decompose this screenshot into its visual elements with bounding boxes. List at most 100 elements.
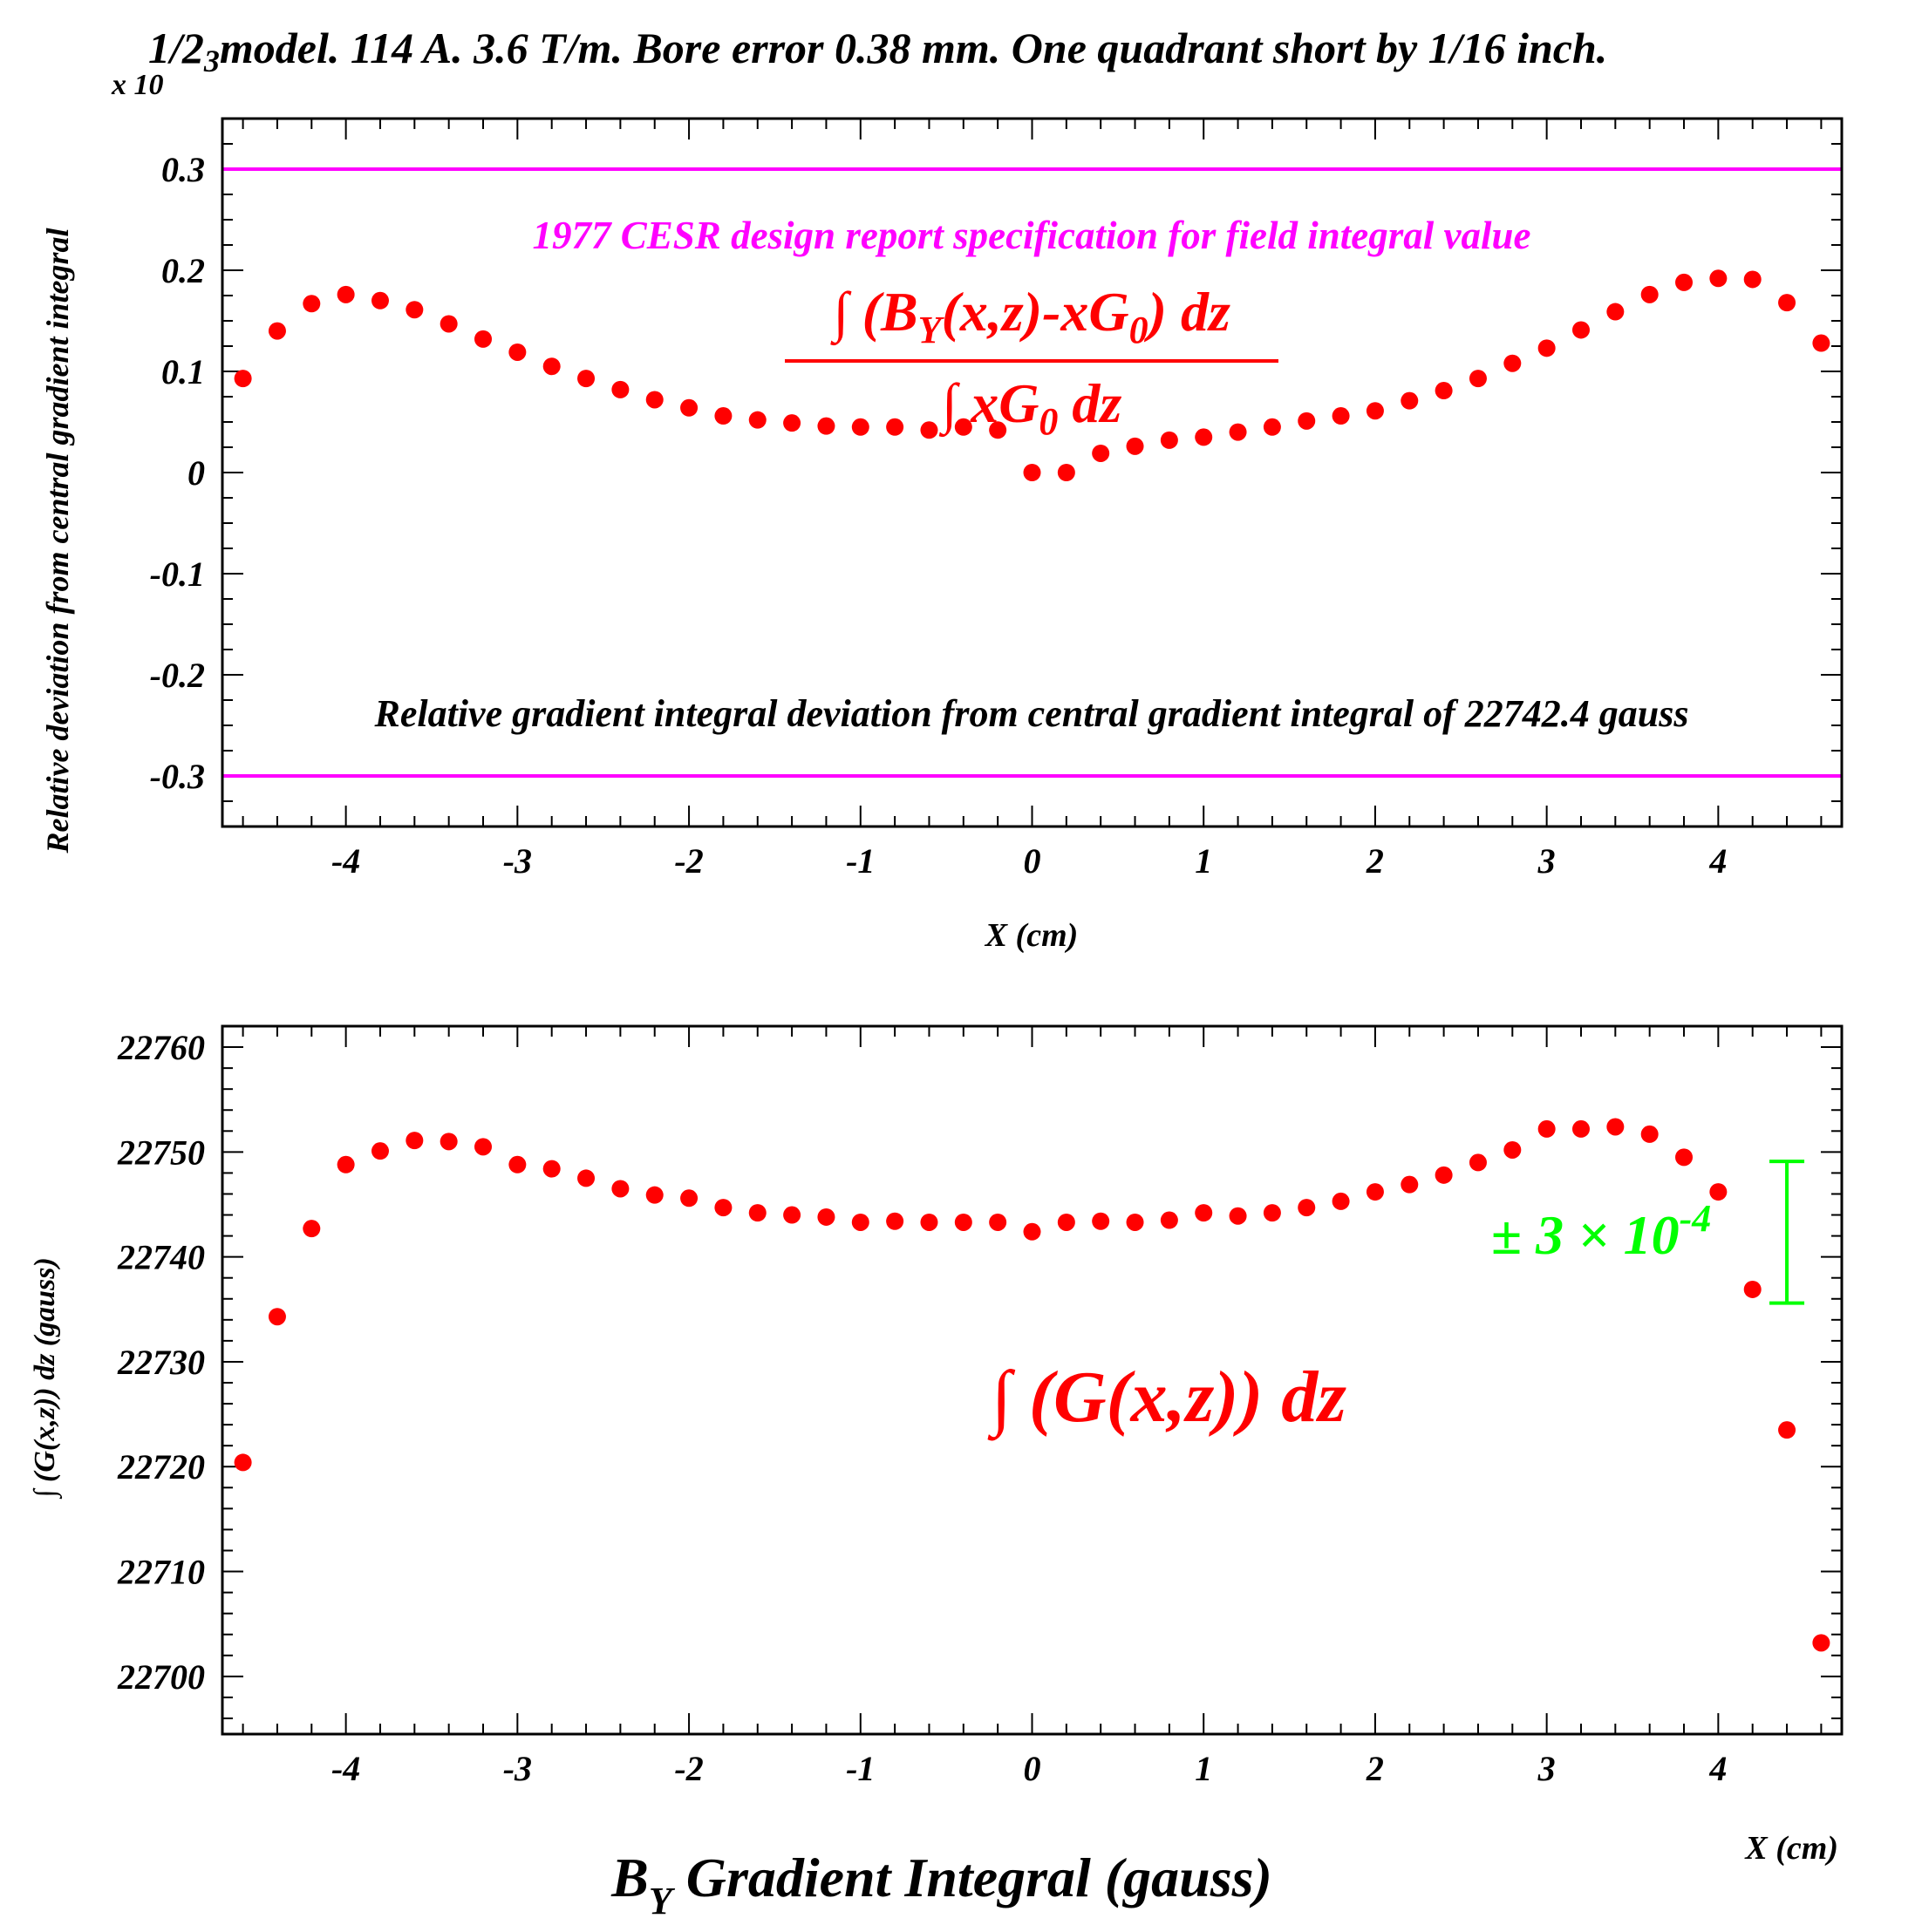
data-point: [1160, 431, 1178, 449]
y-tick-label: 22720: [117, 1447, 205, 1486]
data-point: [1023, 1222, 1041, 1241]
y-tick-label: 22760: [117, 1028, 205, 1067]
top-bottom-annotation: Relative gradient integral deviation fro…: [373, 692, 1688, 735]
x-tick-label: 3: [1537, 1749, 1556, 1788]
x-tick-label: 1: [1195, 841, 1212, 881]
top-chart: -0.3 -0.2 -0.1 0 0.1 0.2 0.3 -4 -3 -2 -1 0 1 2 3 4 x 1…: [40, 69, 1844, 954]
data-point: [1503, 354, 1522, 372]
y-tick-label: 22750: [117, 1133, 205, 1172]
data-point: [577, 1169, 596, 1187]
data-point: [989, 421, 1007, 439]
data-point: [542, 1160, 561, 1178]
error-annotation: ± 3 × 10-4: [1491, 1197, 1711, 1266]
spec-annotation: 1977 CESR design report specification fo…: [533, 214, 1531, 257]
data-point: [542, 357, 561, 376]
data-point: [1606, 1118, 1625, 1136]
data-point: [783, 1206, 801, 1224]
data-point: [886, 1212, 904, 1230]
data-point: [268, 322, 286, 340]
data-point: [1640, 1125, 1659, 1143]
x-tick-label: -4: [331, 841, 360, 881]
data-point: [508, 343, 527, 361]
x-tick-label: -4: [331, 1749, 360, 1788]
data-point: [1229, 423, 1247, 441]
y-tick-label: 22710: [117, 1553, 205, 1592]
data-point: [748, 411, 767, 429]
data-point: [714, 407, 733, 425]
y-tick-label: 0.1: [161, 352, 205, 391]
data-point: [440, 1133, 458, 1151]
data-point: [1263, 1204, 1281, 1222]
data-point: [851, 1213, 869, 1231]
top-x-axis-label: X (cm): [985, 917, 1079, 954]
data-point: [577, 370, 596, 388]
bottom-plot-frame: [221, 1024, 1844, 1736]
x-tick-label: -3: [503, 841, 532, 881]
x-tick-label: -1: [846, 1749, 875, 1788]
data-point: [371, 1142, 389, 1160]
data-point: [680, 1189, 699, 1208]
data-point: [1675, 1148, 1694, 1167]
data-point: [611, 380, 630, 398]
x-tick-label: 0: [1024, 841, 1041, 881]
data-point: [1332, 407, 1350, 425]
data-point: [1469, 370, 1487, 388]
bottom-figure-title: BY Gradient Integral (gauss): [610, 1847, 1272, 1922]
data-point: [954, 418, 972, 436]
data-point: [1812, 1634, 1830, 1652]
data-point: [817, 417, 835, 435]
data-point: [1160, 1211, 1178, 1229]
top-multiplier-label: x 10: [111, 69, 164, 101]
x-tick-label: 4: [1708, 841, 1727, 881]
x-tick-label: -2: [674, 841, 703, 881]
bottom-formula: ∫ (G(x,z)) dz: [987, 1357, 1346, 1441]
data-point: [783, 414, 801, 432]
data-point: [1332, 1192, 1350, 1210]
data-point: [1366, 1183, 1384, 1201]
data-point: [1571, 321, 1590, 339]
data-point: [1778, 294, 1796, 312]
data-point: [1126, 1213, 1144, 1231]
data-point: [1709, 1183, 1728, 1201]
data-point: [1057, 1213, 1075, 1231]
y-tick-label: 0.2: [161, 251, 205, 290]
x-tick-label: 3: [1537, 841, 1556, 881]
data-point: [337, 1155, 355, 1173]
data-point: [1675, 273, 1694, 291]
data-point: [337, 285, 355, 303]
data-point: [645, 1186, 664, 1204]
data-point: [303, 295, 321, 313]
data-point: [1126, 437, 1144, 455]
x-tick-label: 2: [1366, 841, 1384, 881]
top-plot-frame: [221, 117, 1844, 828]
data-point: [1092, 444, 1110, 462]
data-point: [1503, 1140, 1522, 1159]
data-point: [474, 330, 493, 348]
x-tick-label: 4: [1708, 1749, 1727, 1788]
data-point: [1640, 285, 1659, 303]
data-point: [920, 1213, 938, 1231]
data-point: [851, 418, 869, 436]
data-point: [920, 421, 938, 439]
data-point: [1812, 334, 1830, 352]
data-point: [1023, 464, 1041, 481]
top-y-axis-label: Relative deviation from central gradient…: [40, 228, 75, 854]
data-point: [645, 391, 664, 409]
data-point: [303, 1220, 321, 1238]
formula-numerator: ∫ (BY(x,z)-xG0) dz: [830, 281, 1230, 351]
x-tick-label: -3: [503, 1749, 532, 1788]
data-point: [954, 1213, 972, 1231]
data-point: [1606, 303, 1625, 321]
data-point: [440, 315, 458, 333]
data-point: [1435, 1166, 1453, 1184]
bottom-y-axis-label: ∫ (G(x,z)) dz (gauss): [29, 1257, 63, 1500]
y-tick-label: -0.2: [150, 656, 205, 695]
data-point: [1537, 339, 1556, 357]
figure-title: 1/23model. 114 A. 3.6 T/m. Bore error 0.…: [148, 24, 1607, 78]
data-point: [1709, 269, 1728, 288]
data-point: [611, 1180, 630, 1198]
y-tick-label: 22700: [117, 1657, 205, 1697]
data-point: [1571, 1119, 1590, 1138]
data-point: [1229, 1207, 1247, 1225]
data-point: [1401, 391, 1419, 410]
